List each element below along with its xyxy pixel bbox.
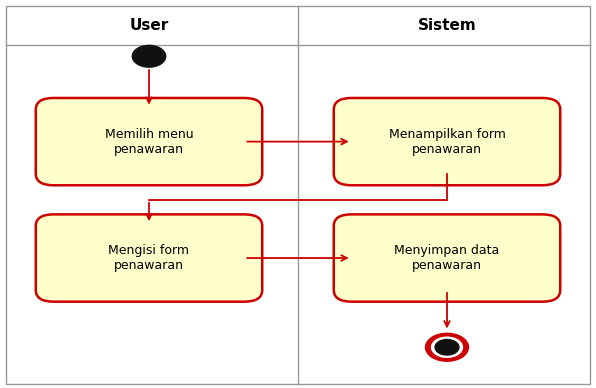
Circle shape bbox=[435, 340, 459, 355]
FancyBboxPatch shape bbox=[36, 98, 262, 185]
Text: Mengisi form
penawaran: Mengisi form penawaran bbox=[108, 244, 190, 272]
FancyBboxPatch shape bbox=[334, 98, 560, 185]
Circle shape bbox=[432, 337, 462, 357]
Text: User: User bbox=[129, 18, 169, 33]
Text: Memilih menu
penawaran: Memilih menu penawaran bbox=[105, 128, 193, 156]
FancyBboxPatch shape bbox=[6, 6, 590, 384]
Text: Menampilkan form
penawaran: Menampilkan form penawaran bbox=[389, 128, 505, 156]
Circle shape bbox=[426, 333, 468, 361]
FancyBboxPatch shape bbox=[36, 214, 262, 302]
FancyBboxPatch shape bbox=[334, 214, 560, 302]
Text: Menyimpan data
penawaran: Menyimpan data penawaran bbox=[395, 244, 499, 272]
Text: Sistem: Sistem bbox=[418, 18, 476, 33]
Circle shape bbox=[132, 45, 166, 67]
